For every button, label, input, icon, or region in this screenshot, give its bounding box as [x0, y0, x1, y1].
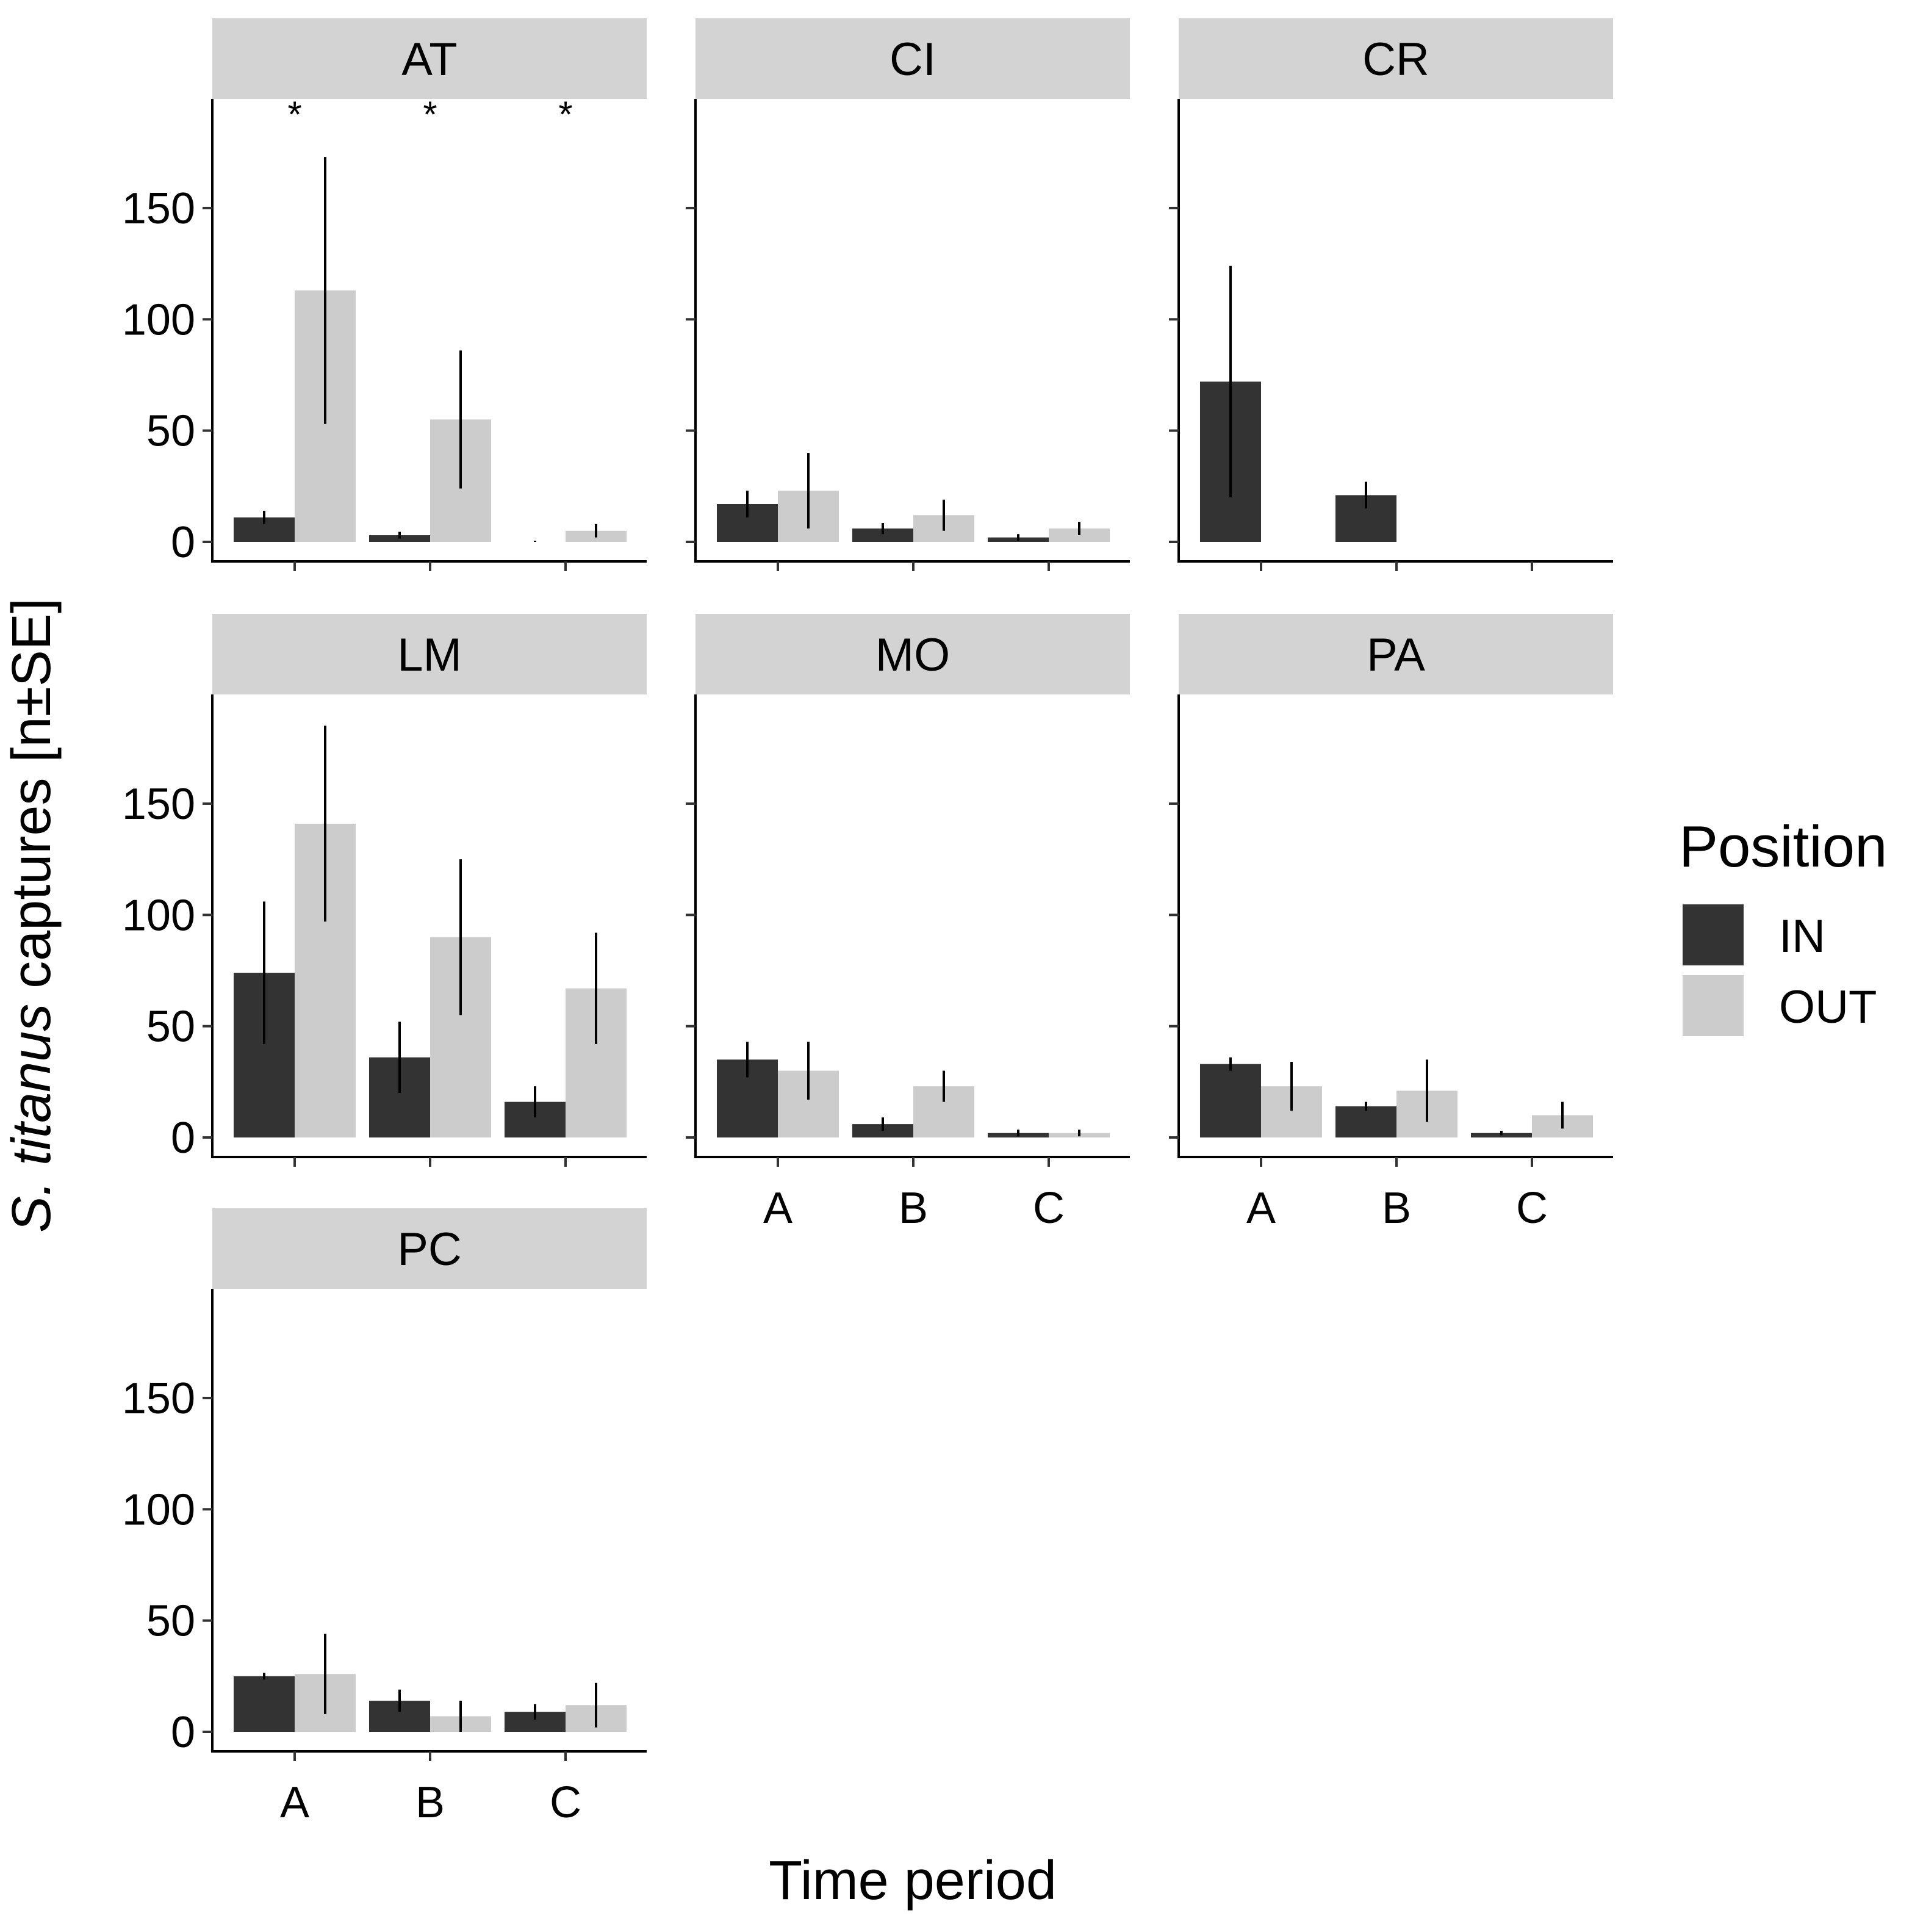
legend-title: Position	[1679, 814, 1888, 879]
strip-label-pc: PC	[397, 1224, 462, 1275]
legend-key-in	[1683, 904, 1744, 965]
x-tick-label-pc-a: A	[280, 1778, 309, 1827]
bar-pa-a-in	[1200, 1064, 1261, 1137]
x-tick-label-mo-c: C	[1033, 1184, 1065, 1233]
significance-at-c: *	[558, 94, 572, 135]
significance-at-b: *	[423, 94, 437, 135]
y-tick-label-at-0: 0	[171, 518, 195, 567]
x-tick-label-mo-b: B	[899, 1184, 928, 1233]
y-tick-label-at-100: 100	[122, 295, 195, 344]
strip-ci	[695, 18, 1130, 99]
bar-at-b-in	[369, 535, 430, 542]
strip-label-cr: CR	[1362, 34, 1429, 85]
strip-pc	[212, 1208, 647, 1289]
panel-mo: MO A B C	[686, 614, 1130, 1233]
strip-label-pa: PA	[1367, 629, 1425, 681]
strip-lm	[212, 614, 647, 694]
legend-label-out: OUT	[1779, 981, 1877, 1033]
y-tick-label-lm-100: 100	[122, 891, 195, 940]
x-tick-label-pa-a: A	[1246, 1184, 1276, 1233]
y-axis-title-species: S. titanus	[1, 1004, 62, 1233]
strip-cr	[1179, 18, 1613, 99]
panel-cr: CR	[1169, 18, 1613, 571]
significance-at-a: *	[287, 94, 301, 135]
strip-at	[212, 18, 647, 99]
y-tick-label-pc-50: 50	[146, 1597, 195, 1646]
x-tick-label-mo-a: A	[763, 1184, 792, 1233]
y-tick-label-at-150: 150	[122, 184, 195, 233]
panel-ci: CI	[686, 18, 1130, 571]
panel-pa: PA A B C	[1169, 614, 1613, 1233]
legend-key-out	[1683, 975, 1744, 1036]
strip-label-mo: MO	[875, 629, 950, 681]
x-tick-label-pa-b: B	[1382, 1184, 1411, 1233]
x-tick-label-pc-b: B	[415, 1778, 445, 1827]
strip-label-ci: CI	[890, 34, 936, 85]
y-tick-label-pc-150: 150	[122, 1374, 195, 1423]
x-tick-label-pa-c: C	[1516, 1184, 1548, 1233]
panel-lm: LM 0 50 100 150	[122, 614, 647, 1167]
strip-label-lm: LM	[397, 629, 462, 681]
y-tick-label-pc-0: 0	[171, 1708, 195, 1757]
strip-label-at: AT	[401, 34, 457, 85]
panel-pc: PC 0 50 100 150 A B C	[122, 1208, 647, 1827]
y-tick-label-at-50: 50	[146, 407, 195, 456]
y-axis-title-rest: captures [n±SE]	[1, 598, 62, 1004]
legend-label-in: IN	[1779, 910, 1825, 962]
panel-at: AT * * * 0 50 100 150	[122, 18, 647, 571]
strip-pa	[1179, 614, 1613, 694]
x-axis-title: Time period	[769, 1850, 1057, 1911]
y-axis-title: S. titanus captures [n±SE]	[1, 598, 62, 1233]
bar-mo-b-in	[852, 1124, 913, 1137]
y-tick-label-pc-100: 100	[122, 1485, 195, 1534]
y-tick-label-lm-50: 50	[146, 1003, 195, 1051]
strip-mo	[695, 614, 1130, 694]
bar-pa-b-in	[1335, 1106, 1396, 1137]
bar-pc-a-in	[234, 1676, 295, 1732]
y-tick-label-lm-150: 150	[122, 780, 195, 829]
y-tick-label-lm-0: 0	[171, 1114, 195, 1162]
x-tick-label-pc-c: C	[550, 1778, 581, 1827]
legend: Position IN OUT	[1679, 814, 1888, 1036]
bar-ci-b-in	[852, 528, 913, 542]
